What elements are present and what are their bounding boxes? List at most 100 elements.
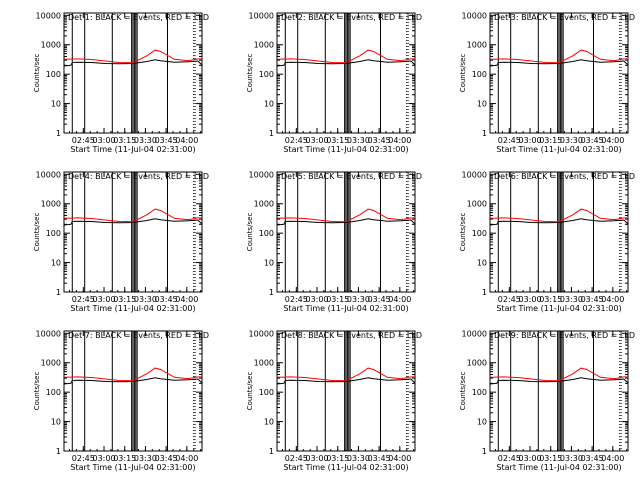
series-line-lld: [64, 367, 202, 382]
x-tick-label: 03:45: [368, 454, 391, 463]
x-tick-label: 03:00: [305, 295, 328, 304]
y-tick-label: 10000: [249, 170, 274, 179]
x-axis-label: Start Time (11-Jul-04 02:31:00): [283, 304, 408, 313]
x-tick-label: 03:00: [518, 295, 541, 304]
y-tick-label: 1: [56, 129, 61, 138]
series-line-lld: [277, 49, 415, 64]
x-tick-label: 03:30: [134, 454, 157, 463]
x-tick-label: 03:45: [155, 136, 178, 145]
y-tick-label: 10: [477, 259, 487, 268]
plot-area: [277, 172, 415, 292]
y-axis-label: Counts/sec: [246, 372, 254, 411]
y-tick-label: 100: [259, 229, 274, 238]
panel-title: Det 9: BLACK = Events, RED = LLD: [494, 331, 635, 340]
y-tick-label: 10: [51, 259, 61, 268]
x-tick-label: 02:45: [285, 136, 308, 145]
y-axis-label: Counts/sec: [459, 213, 467, 252]
x-tick-label: 03:45: [368, 136, 391, 145]
panel-title: Det 4: BLACK = Events, RED = LLD: [68, 172, 209, 181]
x-tick-label: 03:30: [560, 454, 583, 463]
y-tick-label: 10: [477, 418, 487, 427]
series-line-events: [277, 218, 415, 226]
panel-title: Det 7: BLACK = Events, RED = LLD: [68, 331, 209, 340]
y-tick-label: 100: [46, 70, 61, 79]
series-line-events: [64, 59, 202, 67]
y-tick-label: 10000: [249, 11, 274, 20]
x-tick-label: 04:00: [601, 136, 624, 145]
y-tick-label: 1: [56, 447, 61, 456]
x-tick-label: 03:15: [326, 295, 349, 304]
y-tick-label: 1: [482, 129, 487, 138]
panel-title: Det 3: BLACK = Events, RED = LLD: [494, 13, 635, 22]
y-tick-label: 1000: [254, 359, 274, 368]
series-line-events: [64, 218, 202, 226]
y-axis-label: Counts/sec: [459, 372, 467, 411]
x-tick-label: 03:15: [539, 136, 562, 145]
plot-area: [277, 331, 415, 451]
x-tick-label: 03:30: [560, 295, 583, 304]
y-tick-label: 1000: [467, 41, 487, 50]
x-axis-label: Start Time (11-Jul-04 02:31:00): [496, 304, 621, 313]
x-tick-label: 03:45: [581, 454, 604, 463]
plot-area: [490, 13, 628, 133]
x-axis-label: Start Time (11-Jul-04 02:31:00): [283, 145, 408, 154]
y-axis-label: Counts/sec: [459, 54, 467, 93]
y-tick-label: 10: [264, 100, 274, 109]
x-tick-label: 03:45: [155, 295, 178, 304]
series-line-lld: [64, 49, 202, 64]
x-tick-label: 03:45: [581, 136, 604, 145]
detector-panel-8: 1 10 100 1000 10000 02:4503:0003:1503:3003:45…: [246, 329, 422, 472]
x-tick-label: 03:30: [134, 295, 157, 304]
y-tick-label: 1: [269, 447, 274, 456]
panel-title: Det 2: BLACK = Events, RED = LLD: [281, 13, 422, 22]
y-tick-label: 10000: [249, 329, 274, 338]
x-tick-label: 02:45: [72, 136, 95, 145]
detector-panel-3: 1 10 100 1000 10000 02:4503:0003:1503:3003:45…: [459, 11, 635, 154]
x-tick-label: 03:45: [581, 295, 604, 304]
panel-title: Det 8: BLACK = Events, RED = LLD: [281, 331, 422, 340]
x-tick-label: 03:15: [113, 454, 136, 463]
plot-area: [64, 172, 202, 292]
x-axis-label: Start Time (11-Jul-04 02:31:00): [496, 463, 621, 472]
x-tick-label: 03:30: [347, 454, 370, 463]
series-line-events: [490, 59, 628, 67]
x-tick-label: 04:00: [175, 136, 198, 145]
detector-panel-1: 1 10 100 1000 10000 02:4503:0003:1503:3003:45…: [33, 11, 209, 154]
plot-area: [64, 331, 202, 451]
x-tick-label: 04:00: [388, 454, 411, 463]
x-axis-label: Start Time (11-Jul-04 02:31:00): [496, 145, 621, 154]
x-axis-label: Start Time (11-Jul-04 02:31:00): [70, 145, 195, 154]
y-tick-label: 1: [269, 288, 274, 297]
y-tick-label: 10000: [36, 170, 61, 179]
y-tick-label: 1: [482, 288, 487, 297]
plot-area: [64, 13, 202, 133]
x-tick-label: 04:00: [175, 295, 198, 304]
x-tick-label: 03:00: [305, 136, 328, 145]
y-tick-label: 100: [259, 388, 274, 397]
series-line-lld: [277, 208, 415, 223]
detector-panel-7: 1 10 100 1000 10000 02:4503:0003:1503:3003:45…: [33, 329, 209, 472]
y-tick-label: 1000: [41, 41, 61, 50]
x-tick-label: 03:30: [347, 295, 370, 304]
plot-area: [490, 172, 628, 292]
y-tick-label: 100: [259, 70, 274, 79]
x-tick-label: 03:15: [539, 454, 562, 463]
x-tick-label: 03:00: [518, 454, 541, 463]
plot-area: [277, 13, 415, 133]
series-line-lld: [490, 49, 628, 64]
x-tick-label: 03:15: [326, 136, 349, 145]
x-tick-label: 04:00: [388, 136, 411, 145]
x-tick-label: 02:45: [498, 295, 521, 304]
y-tick-label: 1000: [41, 359, 61, 368]
detector-panel-4: 1 10 100 1000 10000 02:4503:0003:1503:3003:45…: [33, 170, 209, 313]
y-tick-label: 1: [269, 129, 274, 138]
panel-title: Det 5: BLACK = Events, RED = LLD: [281, 172, 422, 181]
x-tick-label: 03:45: [155, 454, 178, 463]
panel-title: Det 6: BLACK = Events, RED = LLD: [494, 172, 635, 181]
detector-panel-2: 1 10 100 1000 10000 02:4503:0003:1503:3003:45…: [246, 11, 422, 154]
y-tick-label: 1000: [254, 200, 274, 209]
y-axis-label: Counts/sec: [33, 213, 41, 252]
y-tick-label: 1000: [467, 359, 487, 368]
x-tick-label: 03:15: [113, 295, 136, 304]
